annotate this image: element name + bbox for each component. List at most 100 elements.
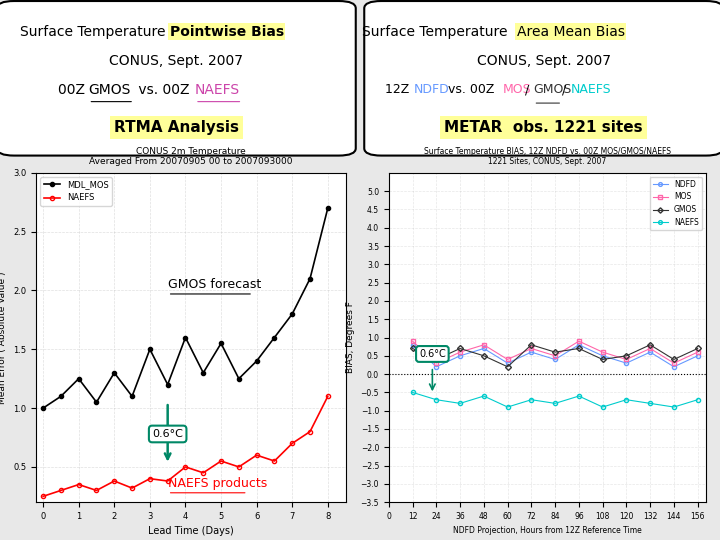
MDL_MOS — [199, 369, 207, 376]
MDL_MOS — [57, 393, 66, 400]
MDL_MOS — [74, 375, 83, 382]
MDL_MOS — [163, 381, 172, 388]
MDL_MOS — [252, 358, 261, 365]
MDL_MOS — [92, 399, 101, 406]
NDFD — [622, 360, 631, 366]
MOS — [527, 345, 536, 352]
NAEFS — [503, 404, 512, 410]
Line: NDFD: NDFD — [410, 343, 700, 369]
Text: vs. 00Z: vs. 00Z — [444, 84, 498, 97]
MOS — [456, 349, 464, 355]
GMOS — [503, 363, 512, 370]
Text: Surface Temperature: Surface Temperature — [362, 25, 516, 39]
X-axis label: Lead Time (Days): Lead Time (Days) — [148, 526, 234, 536]
NAEFS — [145, 475, 154, 482]
MOS — [646, 345, 654, 352]
NDFD — [598, 353, 607, 359]
NAEFS — [622, 396, 631, 403]
Y-axis label: Mean Error ( Absolute Value ): Mean Error ( Absolute Value ) — [0, 271, 7, 404]
GMOS — [670, 356, 678, 363]
MDL_MOS — [288, 310, 297, 317]
NAEFS — [527, 396, 536, 403]
Text: Pointwise Bias: Pointwise Bias — [170, 25, 284, 39]
NAEFS — [575, 393, 583, 399]
MDL_MOS — [110, 369, 119, 376]
NDFD — [432, 363, 441, 370]
NAEFS — [127, 485, 136, 491]
NDFD — [480, 345, 488, 352]
NAEFS — [57, 487, 66, 494]
Text: NDFD: NDFD — [413, 84, 449, 97]
Text: GMOS: GMOS — [89, 83, 131, 97]
Text: RTMA Analysis: RTMA Analysis — [114, 120, 239, 136]
GMOS — [527, 342, 536, 348]
MOS — [480, 342, 488, 348]
GMOS — [622, 353, 631, 359]
FancyBboxPatch shape — [364, 1, 720, 156]
GMOS — [480, 353, 488, 359]
Legend: MDL_MOS, NAEFS: MDL_MOS, NAEFS — [40, 177, 112, 206]
MDL_MOS — [306, 275, 315, 282]
NAEFS — [693, 396, 702, 403]
GMOS — [598, 356, 607, 363]
Text: Surface Temperature: Surface Temperature — [19, 25, 170, 39]
Text: 0.6°C: 0.6°C — [419, 349, 446, 359]
NAEFS — [235, 464, 243, 470]
MDL_MOS — [181, 334, 190, 341]
NDFD — [551, 356, 559, 363]
NAEFS — [646, 400, 654, 407]
Legend: NDFD, MOS, GMOS, NAEFS: NDFD, MOS, GMOS, NAEFS — [649, 177, 702, 230]
GMOS — [432, 356, 441, 363]
NDFD — [456, 353, 464, 359]
NAEFS — [670, 404, 678, 410]
MDL_MOS — [235, 375, 243, 382]
MDL_MOS — [127, 393, 136, 400]
Text: 12Z: 12Z — [384, 84, 413, 97]
NDFD — [408, 342, 417, 348]
Text: 00Z: 00Z — [58, 83, 89, 97]
GMOS — [693, 345, 702, 352]
NAEFS — [92, 487, 101, 494]
GMOS — [456, 345, 464, 352]
NDFD — [693, 353, 702, 359]
MOS — [551, 353, 559, 359]
Text: /: / — [562, 84, 567, 97]
Text: CONUS, Sept. 2007: CONUS, Sept. 2007 — [477, 54, 611, 68]
Line: MDL_MOS: MDL_MOS — [41, 206, 330, 410]
NAEFS — [39, 493, 48, 500]
MOS — [693, 349, 702, 355]
NAEFS — [306, 428, 315, 435]
NDFD — [527, 349, 536, 355]
Text: GMOS: GMOS — [534, 84, 572, 97]
GMOS — [575, 345, 583, 352]
NAEFS — [110, 478, 119, 484]
Text: CONUS, Sept. 2007: CONUS, Sept. 2007 — [109, 54, 243, 68]
NAEFS — [163, 478, 172, 484]
MDL_MOS — [145, 346, 154, 353]
NDFD — [503, 360, 512, 366]
NDFD — [646, 349, 654, 355]
X-axis label: NDFD Projection, Hours from 12Z Reference Time: NDFD Projection, Hours from 12Z Referenc… — [453, 526, 642, 536]
Text: NAEFS: NAEFS — [571, 84, 611, 97]
NAEFS — [323, 393, 332, 400]
Line: GMOS: GMOS — [410, 343, 700, 369]
Text: MOS: MOS — [503, 84, 531, 97]
MDL_MOS — [217, 340, 225, 347]
Text: NAEFS products: NAEFS products — [168, 477, 267, 490]
MOS — [670, 360, 678, 366]
MOS — [575, 338, 583, 345]
NAEFS — [598, 404, 607, 410]
NAEFS — [270, 458, 279, 464]
Text: GMOS forecast: GMOS forecast — [168, 278, 261, 291]
Y-axis label: BIAS, Degrees F: BIAS, Degrees F — [346, 301, 355, 374]
NAEFS — [181, 464, 190, 470]
Text: 0.6°C: 0.6°C — [152, 429, 183, 439]
NAEFS — [217, 458, 225, 464]
Text: METAR  obs. 1221 sites: METAR obs. 1221 sites — [444, 120, 643, 136]
NAEFS — [408, 389, 417, 396]
NAEFS — [199, 470, 207, 476]
MOS — [598, 349, 607, 355]
MOS — [622, 356, 631, 363]
Text: vs. 00Z: vs. 00Z — [134, 83, 194, 97]
NAEFS — [432, 396, 441, 403]
